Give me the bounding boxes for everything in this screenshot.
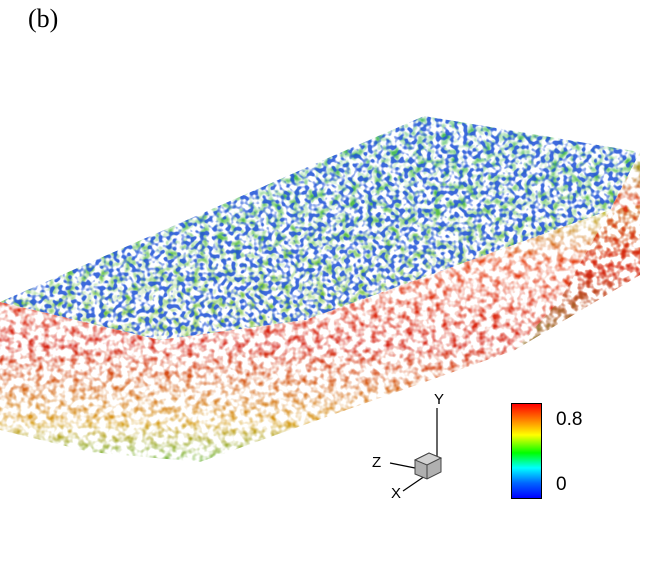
z-axis-label: Z: [372, 454, 382, 471]
front-face: [0, 205, 640, 462]
colorbar-min-label: 0: [556, 474, 567, 495]
top-face-low-values: [0, 116, 640, 340]
colorbar-max-label: 0.8: [556, 409, 583, 430]
y-axis-label: Y: [434, 391, 445, 408]
axes-triad: [389, 408, 443, 492]
x-axis-label: X: [391, 485, 402, 502]
end-face: [515, 152, 640, 350]
colorbar: [511, 403, 542, 499]
panel-label: (b): [28, 4, 59, 33]
